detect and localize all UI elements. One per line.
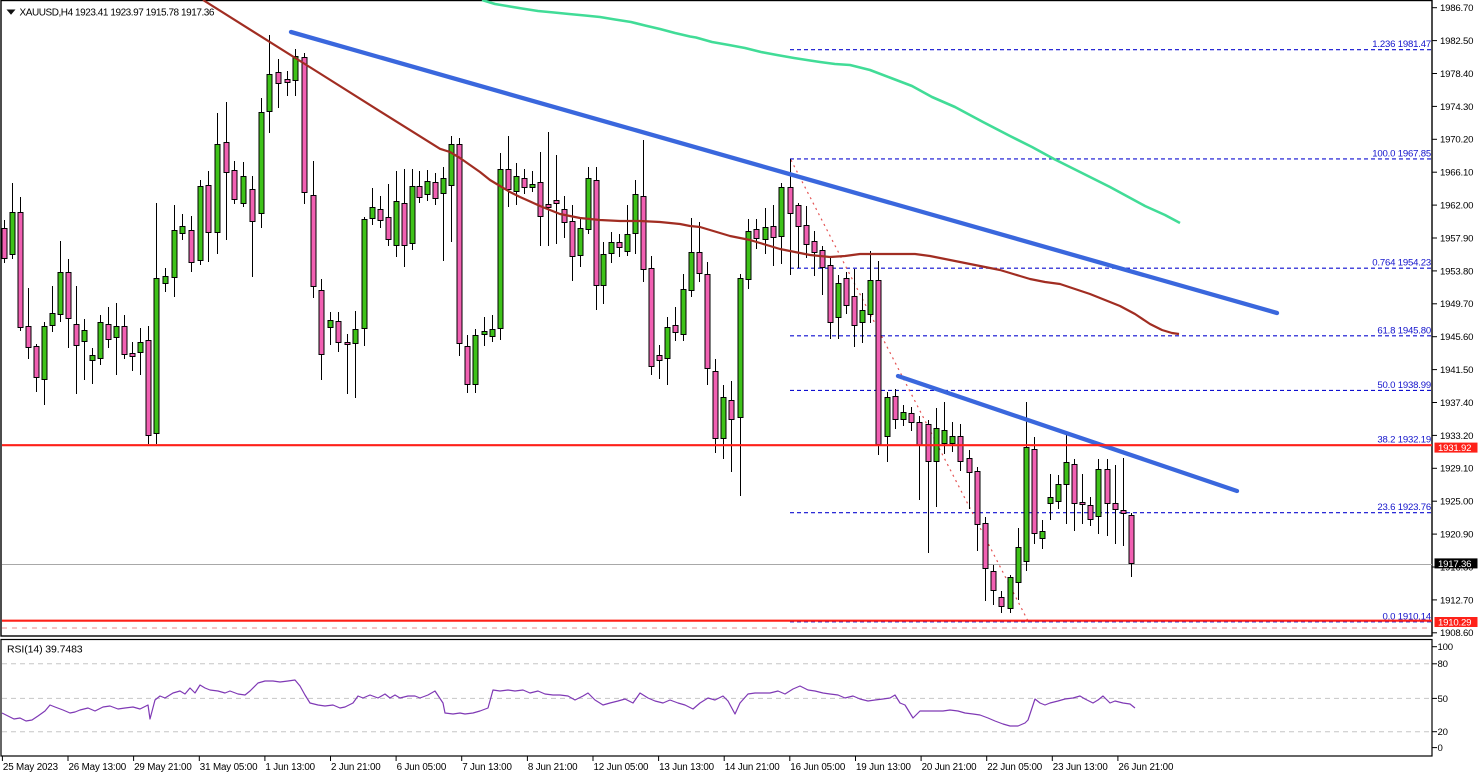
svg-text:6 Jun 05:00: 6 Jun 05:00 xyxy=(397,762,447,773)
svg-text:1941.50: 1941.50 xyxy=(1440,365,1473,376)
svg-text:1912.70: 1912.70 xyxy=(1440,595,1473,606)
svg-text:1974.30: 1974.30 xyxy=(1440,102,1473,113)
svg-text:RSI(14) 39.7483: RSI(14) 39.7483 xyxy=(7,644,83,656)
svg-text:1986.70: 1986.70 xyxy=(1440,3,1473,14)
svg-text:50: 50 xyxy=(1438,694,1448,705)
svg-text:1962.00: 1962.00 xyxy=(1440,201,1473,212)
svg-text:1937.40: 1937.40 xyxy=(1440,398,1473,409)
svg-text:1957.90: 1957.90 xyxy=(1440,233,1473,244)
svg-text:XAUUSD,H4 1923.41 1923.97 191: XAUUSD,H4 1923.41 1923.97 1915.78 1917.3… xyxy=(20,8,215,19)
svg-text:1925.00: 1925.00 xyxy=(1440,497,1473,508)
svg-text:0.0 1910.14: 0.0 1910.14 xyxy=(1383,611,1432,622)
svg-text:26 Jun 21:00: 26 Jun 21:00 xyxy=(1118,762,1174,773)
svg-text:1 Jun 13:00: 1 Jun 13:00 xyxy=(265,762,315,773)
svg-text:80: 80 xyxy=(1438,659,1448,670)
svg-text:20: 20 xyxy=(1438,727,1448,738)
svg-text:1966.10: 1966.10 xyxy=(1440,168,1473,179)
svg-text:14 Jun 21:00: 14 Jun 21:00 xyxy=(725,762,781,773)
svg-text:1970.20: 1970.20 xyxy=(1440,135,1473,146)
svg-text:19 Jun 13:00: 19 Jun 13:00 xyxy=(856,762,912,773)
svg-text:1949.70: 1949.70 xyxy=(1440,299,1473,310)
svg-text:1908.60: 1908.60 xyxy=(1440,628,1473,639)
svg-text:1910.29: 1910.29 xyxy=(1438,618,1471,629)
svg-text:38.2 1932.19: 38.2 1932.19 xyxy=(1377,435,1431,446)
svg-text:31 May 05:00: 31 May 05:00 xyxy=(200,762,258,773)
svg-text:12 Jun 05:00: 12 Jun 05:00 xyxy=(594,762,650,773)
svg-text:1945.60: 1945.60 xyxy=(1440,332,1473,343)
svg-text:1917.36: 1917.36 xyxy=(1438,559,1471,570)
svg-text:7 Jun 13:00: 7 Jun 13:00 xyxy=(462,762,512,773)
svg-text:0: 0 xyxy=(1438,743,1443,754)
svg-text:0.764 1954.23: 0.764 1954.23 xyxy=(1372,258,1431,269)
svg-text:1920.90: 1920.90 xyxy=(1440,530,1473,541)
svg-text:8 Jun 21:00: 8 Jun 21:00 xyxy=(528,762,578,773)
svg-text:1933.20: 1933.20 xyxy=(1440,431,1473,442)
svg-text:50.0 1938.99: 50.0 1938.99 xyxy=(1377,380,1431,391)
svg-text:26 May 13:00: 26 May 13:00 xyxy=(69,762,127,773)
svg-text:29 May 21:00: 29 May 21:00 xyxy=(134,762,192,773)
svg-text:1.236 1981.47: 1.236 1981.47 xyxy=(1372,39,1431,50)
svg-text:1953.80: 1953.80 xyxy=(1440,266,1473,277)
svg-text:23 Jun 13:00: 23 Jun 13:00 xyxy=(1053,762,1109,773)
svg-text:2 Jun 21:00: 2 Jun 21:00 xyxy=(331,762,381,773)
svg-text:25 May 2023: 25 May 2023 xyxy=(3,762,59,773)
svg-text:1982.50: 1982.50 xyxy=(1440,36,1473,47)
svg-text:23.6 1923.76: 23.6 1923.76 xyxy=(1377,502,1431,513)
svg-text:22 Jun 05:00: 22 Jun 05:00 xyxy=(987,762,1043,773)
svg-text:1929.10: 1929.10 xyxy=(1440,464,1473,475)
svg-text:100: 100 xyxy=(1438,642,1453,653)
svg-text:1931.92: 1931.92 xyxy=(1438,443,1471,454)
svg-text:16 Jun 05:00: 16 Jun 05:00 xyxy=(790,762,846,773)
svg-text:100.0 1967.85: 100.0 1967.85 xyxy=(1372,148,1431,159)
svg-text:13 Jun 13:00: 13 Jun 13:00 xyxy=(659,762,715,773)
svg-text:1978.40: 1978.40 xyxy=(1440,69,1473,80)
svg-text:61.8 1945.80: 61.8 1945.80 xyxy=(1377,325,1431,336)
svg-text:20 Jun 21:00: 20 Jun 21:00 xyxy=(922,762,978,773)
